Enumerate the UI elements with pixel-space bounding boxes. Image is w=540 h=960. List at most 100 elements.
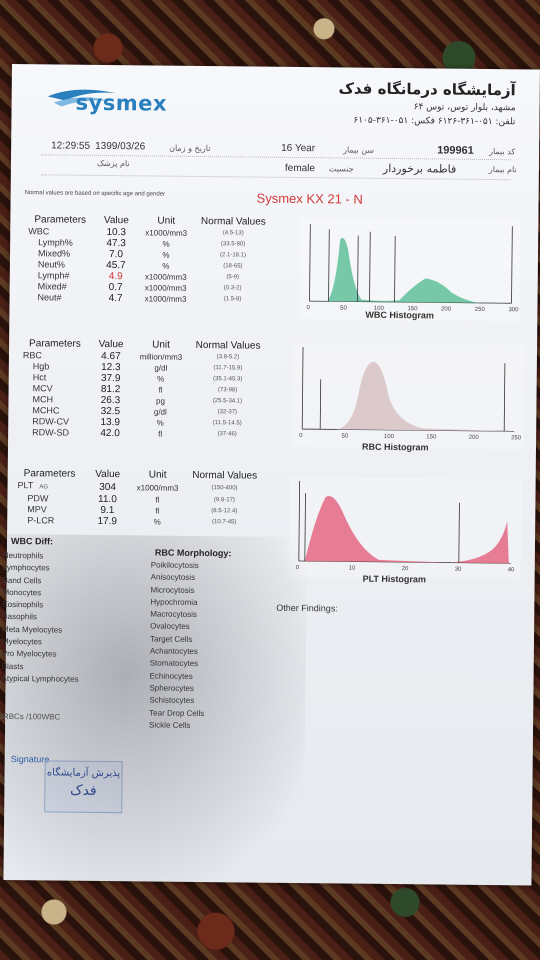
list-item: Spherocytes [149,683,194,693]
list-item: Hypochromia [150,597,198,607]
normal-range-text: (18-65) [223,263,243,270]
normal-range-text: (5-9) [226,274,240,281]
patient-name: فاطمه برخوردار [382,161,457,176]
parameter-name-text: Mixed# [37,281,67,292]
normal-range-text: (32-37) [217,409,238,416]
normal-range: (10.7-45) [187,517,261,529]
list-item: Atypical Lymphocytes [1,673,79,684]
parameter-unit-text: fl [155,506,160,516]
normal-range-text: (33.5-80) [220,241,246,248]
axis-tick-label: 30 [455,567,462,573]
parameter-unit: x1000/mm3 [135,293,195,305]
parameter-unit-text: x1000/mm3 [136,483,179,493]
header-normal: Normal Values [195,339,261,352]
parameter-unit-text: x1000/mm3 [144,272,187,282]
parameter-value-text: 304 [99,481,116,494]
parameter-unit-text: fl [158,385,163,395]
list-item: Pro Myelocytes [1,649,57,659]
rbc-table: Parameters Value Unit Normal Values RBC 4… [18,336,265,441]
parameter-value: 4.9 [96,271,136,282]
normal-range: (150-400) [187,482,261,496]
parameter-value: 10.3 [96,227,136,238]
sex-label: جنسیت [328,164,354,174]
axis-tick-label: 100 [374,306,385,312]
parameter-value: 304 [88,481,128,494]
normal-values-note: Normal values are based on specific age … [24,190,166,198]
parameter-value: 13.9 [90,417,130,428]
list-item: Ovalocytes [150,621,190,632]
axis-tick-label: 50 [340,305,347,311]
normal-range-text: (11.5-14.5) [212,420,242,427]
normal-range: (37-46) [190,429,264,441]
parameter-unit: fl [130,428,190,440]
parameter-unit-text: fl [158,429,163,439]
parameter-unit: % [136,260,196,272]
normal-range-text: (9.8-17) [213,497,235,504]
parameter-name-text: MCV [32,383,53,394]
header-normal: Normal Values [192,469,258,482]
parameter-unit: million/mm3 [131,351,191,363]
list-item: Meta Myelocytes [2,624,63,635]
list-item: Basophils [2,612,37,622]
analyzer-model: Sysmex KX 21 - N [256,190,363,207]
axis-tick-label: 200 [441,307,452,313]
normal-range: (11.7-15.9) [191,363,265,375]
lab-phone: تلفن: ۰۵۱-۳۶۱-۶۱۲۶ فکس: ۰۵۱-۳۶۱-۶۱۰۵ [353,115,516,128]
parameter-name-text: P-LCR [27,515,55,526]
patient-age: 16 Year [281,142,316,155]
header-parameters: Parameters [34,213,87,226]
parameter-name: Hct [19,372,91,384]
list-item: Myelocytes [1,637,43,647]
list-item: Lymphocytes [2,563,50,573]
wbc-diff-title: WBC Diff: [10,536,54,547]
parameter-unit: x1000/mm3 [136,282,196,294]
name-label: نام بیمار [488,165,517,175]
list-item: Poikilocytosis [150,560,199,570]
list-item: Schistocytes [149,695,195,706]
parameter-name-text: PDW [27,493,49,504]
parameter-value: 32.5 [90,406,130,417]
normal-range: (2.1-18.1) [196,250,270,262]
parameter-name: Mixed# [24,281,96,293]
header-value: Value [95,468,121,480]
plt-table: Parameters Value Unit Normal Values PLT A… [13,466,262,529]
plt-histogram: 0 10 20 30 40 [288,476,522,580]
parameter-unit-text: % [162,250,170,260]
parameter-unit-text: % [162,239,170,249]
parameter-value: 47.3 [96,238,136,249]
normal-range-text: (8.5-12.4) [211,508,238,515]
rbc-histogram: 0 50 100 150 200 250 [292,342,526,450]
stamp-line-2: فدک [70,782,97,799]
parameter-value-text: 4.7 [108,293,123,305]
parameter-unit-text: % [162,261,170,271]
normal-range: (11.5-14.5) [190,418,264,430]
table-row: RDW-SD 42.0 fl (37-46) [18,427,264,441]
normal-range-text: (2.1-18.1) [219,252,247,259]
parameter-value: 45.7 [96,260,136,271]
normal-range: (18-65) [196,261,270,273]
lab-name: آزمایشگاه درمانگاه فدک [338,79,516,100]
normal-range-text: (150-400) [211,485,238,492]
parameter-value: 7.0 [96,249,136,260]
parameter-name: Neut% [24,259,96,271]
parameter-value: 26.3 [90,395,130,406]
axis-tick-label: 10 [349,566,356,572]
parameter-name: WBC [24,226,96,238]
parameter-name-text: MPV [27,504,47,515]
patient-sex: female [284,162,315,175]
parameter-value: 42.0 [90,428,130,439]
parameter-value-text: 10.3 [106,226,127,239]
normal-range: (4.5-13) [196,228,270,240]
parameter-value: 4.7 [95,293,135,304]
list-item: Tear Drop Cells [149,708,205,718]
parameter-value-text: 81.2 [100,383,121,396]
parameter-value: 11.0 [87,494,127,505]
parameter-name: P-LCR [13,515,87,527]
normal-range-text: (73-98) [217,387,238,394]
parameter-name-text: WBC [28,226,50,237]
parameter-name: Neut# [23,292,95,304]
axis-tick-label: 0 [299,433,303,439]
parameter-name: MCV [19,383,91,395]
parameter-name-text: RBC [22,350,43,361]
lab-stamp: پذیرش آزمایشگاه فدک [44,760,123,814]
